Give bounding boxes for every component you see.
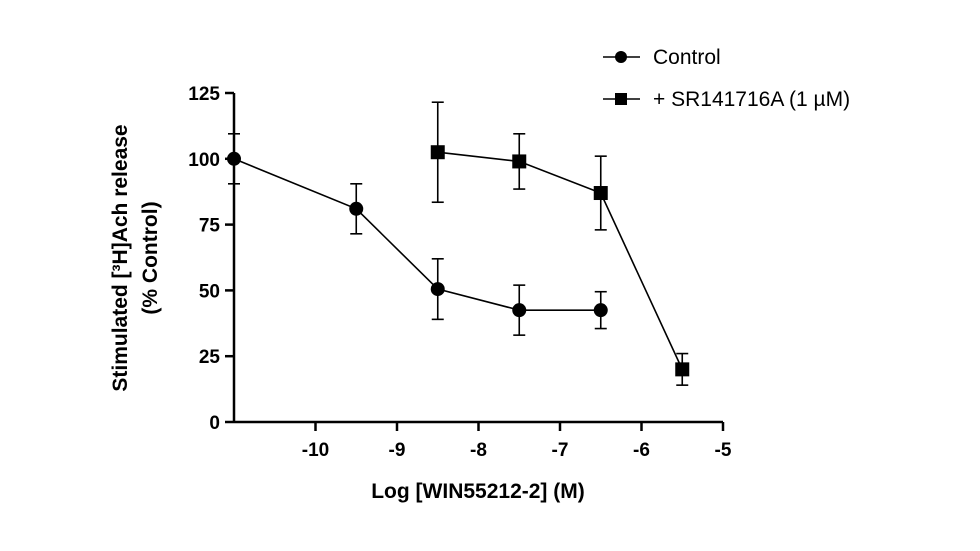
x-tick-label: -5 <box>715 440 732 461</box>
plot-area: 0 25 50 75 100 125 -10 -9 -8 -7 -6 -5 <box>188 84 732 461</box>
legend-marker-control <box>615 51 627 63</box>
y-tick-label: 25 <box>199 347 221 368</box>
data-point-sr141716a <box>430 145 445 160</box>
x-axis-title: Log [WIN55212-2] (M) <box>371 480 585 503</box>
legend: Control + SR141716A (1 µM) <box>603 46 850 111</box>
data-point-sr141716a <box>512 154 527 169</box>
y-tick-label: 125 <box>188 84 220 105</box>
data-point-control <box>512 303 527 318</box>
y-axis-title-line1: Stimulated [³H]Ach release <box>109 124 132 391</box>
legend-label-sr141716a: + SR141716A (1 µM) <box>653 88 850 111</box>
series-line-sr141716a <box>437 151 683 370</box>
x-tick-label: -8 <box>470 440 487 461</box>
data-point-sr141716a <box>593 186 608 201</box>
x-tick-label: -10 <box>302 440 329 461</box>
legend-label-control: Control <box>653 46 721 69</box>
y-tick-label: 50 <box>199 281 220 302</box>
data-point-control <box>349 201 364 216</box>
series-line-control <box>233 158 601 311</box>
x-tick-label: -7 <box>552 440 569 461</box>
x-tick-label: -6 <box>633 440 650 461</box>
x-tick-label: -9 <box>389 440 406 461</box>
legend-marker-sr141716a <box>615 93 627 105</box>
y-tick-label: 100 <box>188 150 220 171</box>
data-point-control <box>593 303 608 318</box>
y-tick-label: 75 <box>199 216 221 237</box>
data-point-control <box>430 282 445 297</box>
y-tick-label: 0 <box>209 413 220 434</box>
data-point-control <box>227 151 241 166</box>
y-axis-title: Stimulated [³H]Ach release (% Control) <box>109 124 162 391</box>
data-point-sr141716a <box>675 362 690 377</box>
y-axis-title-line2: (% Control) <box>139 201 162 314</box>
